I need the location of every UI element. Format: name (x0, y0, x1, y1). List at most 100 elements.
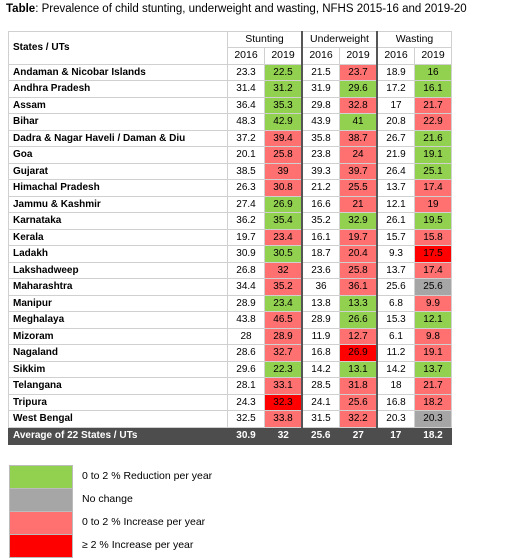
group-header-stunting: Stunting (227, 31, 303, 48)
value-cell: 18.7 (301, 245, 340, 263)
value-cell: 23.3 (227, 63, 265, 81)
state-name: Himachal Pradesh (8, 179, 228, 197)
table-row: Assam 36.4 35.3 29.8 32.8 17 21.7 (8, 96, 452, 114)
value-cell: 37.2 (227, 129, 265, 147)
value-cell: 20.3 (414, 410, 452, 428)
group-header-underweight: Underweight (301, 31, 378, 48)
table-body: Andaman & Nicobar Islands 23.3 22.5 21.5 23.… (8, 63, 452, 428)
value-cell: 23.4 (264, 294, 303, 312)
value-cell: 17.4 (414, 179, 452, 197)
legend-label: 0 to 2 % Reduction per year (82, 470, 213, 482)
value-cell: 28.9 (227, 294, 265, 312)
value-cell: 9.9 (414, 294, 452, 312)
value-cell: 9.8 (414, 327, 452, 345)
value-cell: 17 (376, 96, 415, 114)
value-cell: 30.8 (264, 179, 303, 197)
value-cell: 28 (227, 327, 265, 345)
value-cell: 30.5 (264, 245, 303, 263)
legend-label: 0 to 2 % Increase per year (82, 516, 206, 528)
value-cell: 32.8 (339, 96, 378, 114)
value-cell: 18.9 (376, 63, 415, 81)
value-cell: 32.3 (264, 393, 303, 411)
year-header: 2016 (376, 47, 415, 65)
value-cell: 32.5 (227, 410, 265, 428)
table-row: Andaman & Nicobar Islands 23.3 22.5 21.5 23.… (8, 63, 452, 81)
state-name: Meghalaya (8, 311, 228, 329)
table-row: Ladakh 30.9 30.5 18.7 20.4 9.3 17.5 (8, 245, 452, 263)
value-cell: 28.9 (301, 311, 340, 329)
value-cell: 15.7 (376, 228, 415, 246)
value-cell: 26.8 (227, 261, 265, 279)
value-cell: 16 (414, 63, 452, 81)
table-row: Himachal Pradesh 26.3 30.8 21.2 25.5 13.7 17.4 (8, 179, 452, 197)
value-cell: 39 (264, 162, 303, 180)
average-value: 27 (339, 426, 378, 445)
value-cell: 32.7 (264, 344, 303, 362)
legend-swatch (9, 465, 73, 489)
value-cell: 26.1 (376, 212, 415, 230)
year-header: 2019 (264, 47, 303, 65)
state-name: Bihar (8, 113, 228, 131)
average-value: 30.9 (227, 426, 265, 445)
table-row: West Bengal 32.5 33.8 31.5 32.2 20.3 20.3 (8, 410, 452, 428)
state-name: Telangana (8, 377, 228, 395)
title-prefix: Table (6, 3, 36, 15)
value-cell: 21.9 (376, 146, 415, 164)
average-label: Average of 22 States / UTs (8, 426, 228, 445)
title-text: : Prevalence of child stunting, underwei… (35, 3, 467, 15)
value-cell: 17.2 (376, 80, 415, 98)
value-cell: 31.9 (301, 80, 340, 98)
average-value: 18.2 (414, 426, 452, 445)
value-cell: 12.7 (339, 327, 378, 345)
value-cell: 36.1 (339, 278, 378, 296)
value-cell: 39.4 (264, 129, 303, 147)
value-cell: 26.4 (376, 162, 415, 180)
table-row: Nagaland 28.6 32.7 16.8 26.9 11.2 19.1 (8, 344, 452, 362)
value-cell: 22.9 (414, 113, 452, 131)
value-cell: 21.2 (301, 179, 340, 197)
value-cell: 26.9 (339, 344, 378, 362)
value-cell: 36 (301, 278, 340, 296)
value-cell: 26.9 (264, 195, 303, 213)
value-cell: 35.8 (301, 129, 340, 147)
value-cell: 19.7 (339, 228, 378, 246)
value-cell: 16.1 (414, 80, 452, 98)
value-cell: 38.7 (339, 129, 378, 147)
value-cell: 33.1 (264, 377, 303, 395)
value-cell: 25.8 (264, 146, 303, 164)
value-cell: 6.8 (376, 294, 415, 312)
value-cell: 21.6 (414, 129, 452, 147)
value-cell: 24.1 (301, 393, 340, 411)
state-name: West Bengal (8, 410, 228, 428)
value-cell: 23.6 (301, 261, 340, 279)
state-name: Goa (8, 146, 228, 164)
value-cell: 22.5 (264, 63, 303, 81)
value-cell: 16.6 (301, 195, 340, 213)
table-row: Manipur 28.9 23.4 13.8 13.3 6.8 9.9 (8, 294, 452, 312)
average-value: 25.6 (301, 426, 340, 445)
value-cell: 32 (264, 261, 303, 279)
table-row: Maharashtra 34.4 35.2 36 36.1 25.6 25.6 (8, 278, 452, 296)
value-cell: 25.6 (376, 278, 415, 296)
table-row: Sikkim 29.6 22.3 14.2 13.1 14.2 13.7 (8, 360, 452, 378)
table-row: Andhra Pradesh 31.4 31.2 31.9 29.6 17.2 16.1 (8, 80, 452, 98)
value-cell: 35.4 (264, 212, 303, 230)
state-name: Karnataka (8, 212, 228, 230)
value-cell: 25.6 (339, 393, 378, 411)
legend-label: ≥ 2 % Increase per year (82, 539, 194, 551)
value-cell: 28.5 (301, 377, 340, 395)
value-cell: 23.4 (264, 228, 303, 246)
value-cell: 12.1 (376, 195, 415, 213)
state-column-header: States / UTs (8, 31, 228, 65)
value-cell: 41 (339, 113, 378, 131)
value-cell: 36.4 (227, 96, 265, 114)
value-cell: 15.8 (414, 228, 452, 246)
state-name: Lakshadweep (8, 261, 228, 279)
state-name: Sikkim (8, 360, 228, 378)
value-cell: 24.3 (227, 393, 265, 411)
value-cell: 13.1 (339, 360, 378, 378)
value-cell: 36.2 (227, 212, 265, 230)
value-cell: 48.3 (227, 113, 265, 131)
value-cell: 35.3 (264, 96, 303, 114)
table-row: Goa 20.1 25.8 23.8 24 21.9 19.1 (8, 146, 452, 164)
